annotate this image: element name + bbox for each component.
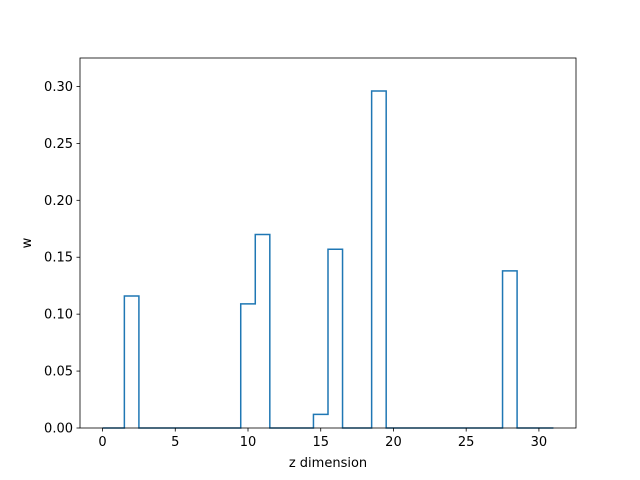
x-tick-label: 20	[385, 435, 402, 450]
x-tick-label: 10	[240, 435, 257, 450]
axes-frame	[79, 57, 577, 429]
y-axis-label: w	[20, 237, 35, 248]
x-tick-label: 5	[171, 435, 179, 450]
y-tick-label: 0.15	[44, 251, 73, 266]
x-tick-label: 25	[458, 435, 475, 450]
x-tick-label: 0	[98, 435, 106, 450]
y-tick-label: 0.25	[44, 137, 73, 152]
x-axis-ticks: 0 5 10 15 20 25 30	[98, 428, 547, 450]
y-tick-label: 0.30	[44, 80, 73, 95]
y-axis-ticks: 0.00 0.05 0.10 0.15 0.20 0.25 0.30	[44, 80, 80, 437]
x-tick-label: 30	[531, 435, 548, 450]
x-tick-label: 15	[312, 435, 329, 450]
y-tick-label: 0.00	[44, 422, 73, 437]
x-axis-label: z dimension	[289, 456, 367, 471]
y-tick-label: 0.10	[44, 308, 73, 323]
y-tick-label: 0.20	[44, 194, 73, 209]
y-tick-label: 0.05	[44, 365, 73, 380]
